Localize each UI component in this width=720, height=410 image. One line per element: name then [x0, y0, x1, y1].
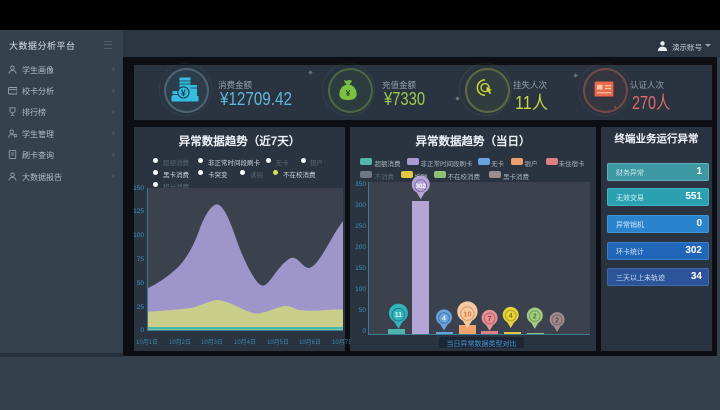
svg-text:2: 2	[533, 314, 537, 321]
svg-text:11: 11	[395, 312, 403, 319]
svg-text:¥: ¥	[346, 88, 351, 98]
svg-text:4: 4	[442, 316, 446, 323]
svg-text:7: 7	[488, 316, 492, 323]
svg-text:2: 2	[555, 317, 559, 324]
svg-text:¥: ¥	[181, 88, 186, 98]
svg-text:4: 4	[509, 313, 513, 320]
svg-text:10: 10	[463, 309, 471, 318]
svg-text:302: 302	[416, 183, 427, 190]
